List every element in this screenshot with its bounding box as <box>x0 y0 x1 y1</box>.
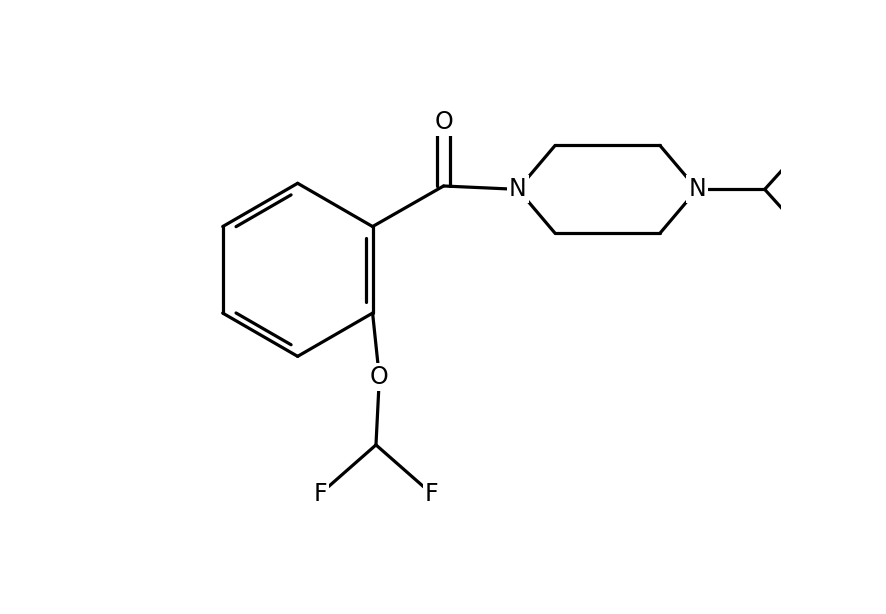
Text: N: N <box>688 177 706 201</box>
Text: F: F <box>424 481 439 505</box>
Text: F: F <box>314 481 327 505</box>
Text: N: N <box>509 177 527 201</box>
Text: O: O <box>370 365 389 389</box>
Text: O: O <box>434 110 453 134</box>
